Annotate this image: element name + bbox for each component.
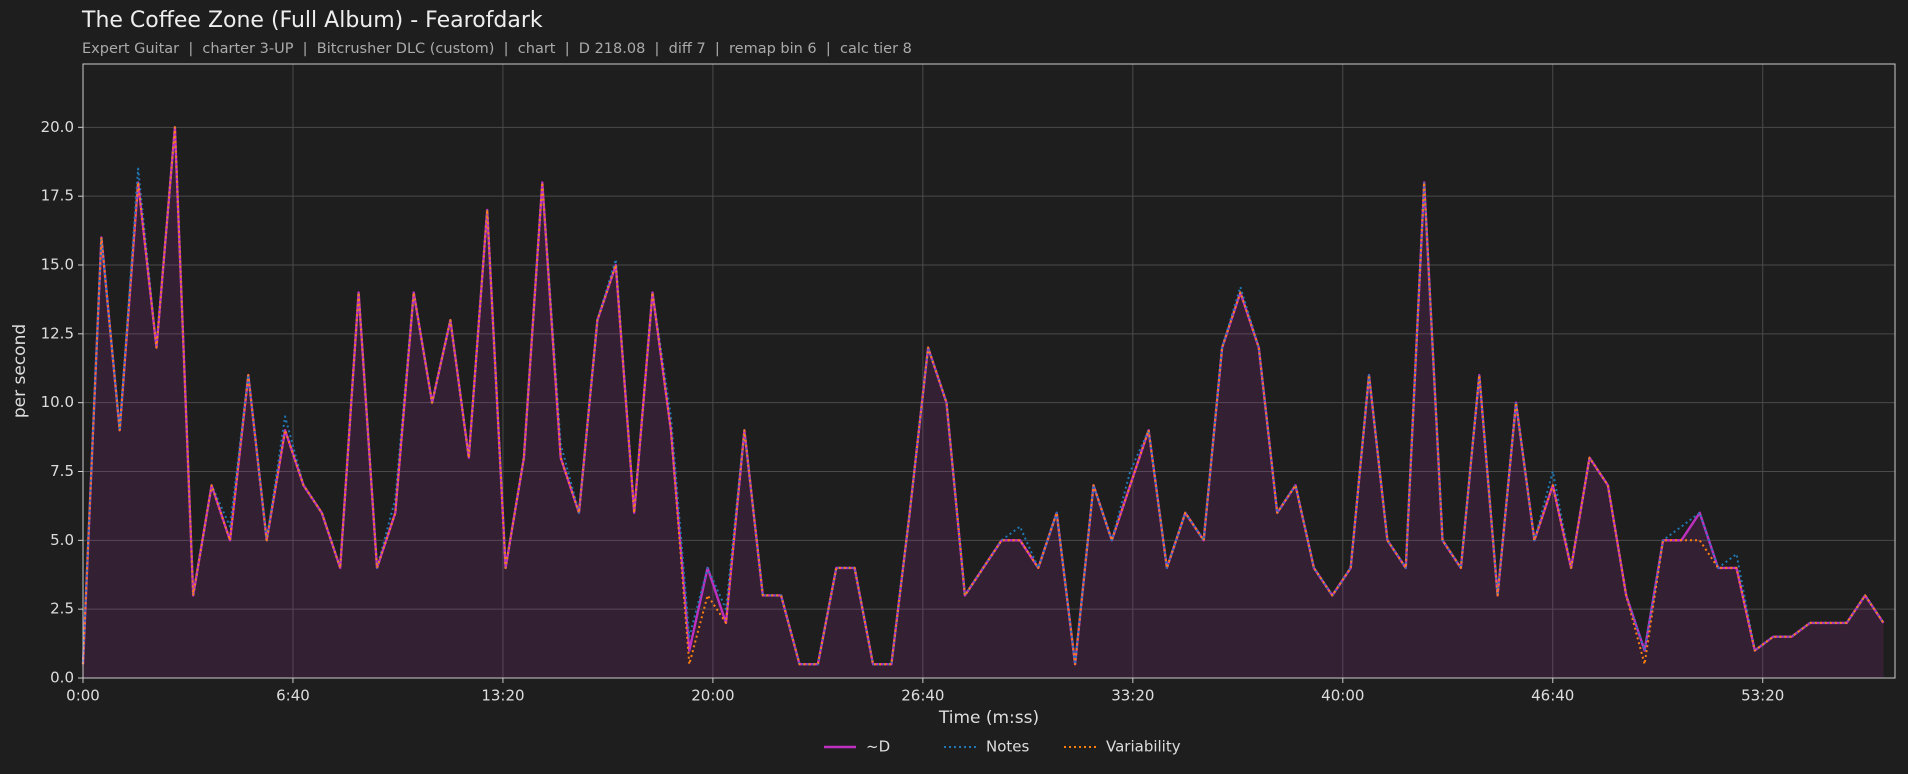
y-tick-label: 5.0 — [50, 531, 74, 549]
y-tick-label: 0.0 — [50, 669, 74, 687]
x-tick-label: 53:20 — [1741, 687, 1784, 705]
y-tick-label: 7.5 — [50, 462, 74, 480]
y-tick-label: 15.0 — [41, 255, 74, 273]
series-line — [82, 126, 1885, 666]
legend-label: Variability — [1106, 738, 1181, 756]
x-axis-label: Time (m:ss) — [938, 708, 1039, 728]
x-tick-label: 40:00 — [1321, 687, 1364, 705]
y-tick-label: 2.5 — [50, 600, 74, 618]
chart-subtitle: Expert Guitar | charter 3-UP | Bitcrushe… — [82, 41, 912, 57]
x-tick-label: 26:40 — [901, 687, 944, 705]
x-tick-label: 20:00 — [691, 687, 734, 705]
x-tick-label: 6:40 — [276, 687, 310, 705]
plot-frame — [82, 63, 1896, 679]
x-tick-label: 0:00 — [66, 687, 100, 705]
y-tick-label: 17.5 — [41, 187, 74, 205]
x-tick-label: 33:20 — [1111, 687, 1154, 705]
y-tick-label: 10.0 — [41, 393, 74, 411]
y-tick-label: 12.5 — [41, 324, 74, 342]
y-tick-label: 20.0 — [41, 118, 74, 136]
legend-label: ~D — [866, 738, 890, 756]
y-axis-label: per second — [10, 324, 30, 418]
area — [83, 127, 1884, 679]
x-tick-label: 13:20 — [481, 687, 524, 705]
chart-title: The Coffee Zone (Full Album) - Fearofdar… — [81, 8, 543, 33]
x-tick-label: 46:40 — [1531, 687, 1574, 705]
legend-label: Notes — [986, 738, 1030, 756]
